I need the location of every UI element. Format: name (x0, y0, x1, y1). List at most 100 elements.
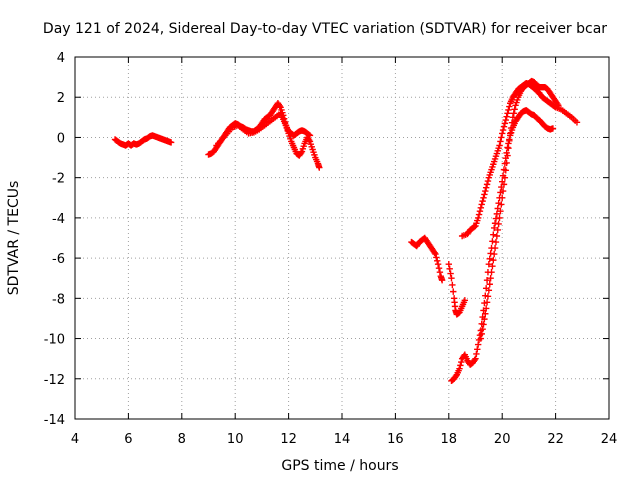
data-point (490, 224, 498, 232)
data-point (502, 116, 509, 124)
grid-lines (75, 57, 609, 419)
data-point (499, 194, 506, 201)
y-tick-label: -14 (44, 413, 65, 428)
data-point (482, 187, 489, 195)
data-point (481, 191, 488, 198)
x-tick-label: 12 (280, 432, 297, 447)
data-point (432, 250, 439, 258)
data-points (111, 77, 581, 384)
data-point (500, 123, 508, 130)
y-axis-label: SDTVAR / TECUs (6, 181, 22, 296)
data-point (450, 288, 457, 295)
data-point (499, 126, 507, 134)
data-point (490, 256, 497, 264)
series-arc-7 (458, 79, 581, 240)
data-point (471, 356, 478, 364)
data-point (483, 299, 491, 306)
x-tick-label: 20 (494, 432, 511, 447)
data-point (461, 297, 469, 304)
data-point (488, 268, 495, 276)
data-point (482, 310, 489, 317)
data-point (438, 277, 446, 284)
data-point (549, 125, 557, 132)
y-tick-label: -6 (52, 252, 65, 267)
data-point (474, 346, 481, 353)
data-point (554, 100, 561, 108)
data-point (482, 184, 490, 191)
y-tick-label: -12 (44, 373, 65, 388)
data-point (486, 255, 493, 262)
data-point (449, 281, 456, 289)
x-tick-label: 16 (387, 432, 404, 447)
data-point (434, 257, 441, 264)
data-point (473, 350, 480, 358)
plot-frame (74, 56, 610, 420)
data-point (510, 110, 517, 117)
data-point (498, 134, 505, 141)
data-point (497, 207, 504, 215)
data-point (573, 119, 581, 126)
data-point (489, 262, 496, 270)
data-point (477, 335, 485, 342)
data-point (434, 260, 442, 268)
data-point (305, 136, 313, 144)
data-point (447, 270, 454, 277)
data-point (511, 106, 518, 113)
data-point (508, 119, 516, 126)
data-point (507, 130, 514, 137)
data-point (472, 355, 479, 362)
data-point (276, 102, 283, 110)
y-tick-label: 0 (57, 131, 65, 146)
data-point (504, 152, 511, 159)
data-point (495, 220, 502, 228)
data-point (431, 249, 438, 256)
data-point (500, 181, 508, 188)
x-tick-label: 4 (71, 432, 79, 447)
data-point (506, 137, 513, 144)
x-tick-label: 24 (601, 432, 618, 447)
data-point (458, 358, 465, 366)
data-point (478, 330, 485, 338)
data-point (446, 265, 453, 273)
x-tick-label: 6 (124, 432, 132, 447)
data-point (505, 106, 512, 114)
data-point (506, 103, 513, 110)
series-arc-3 (213, 110, 314, 149)
y-tick-label: 4 (57, 51, 65, 66)
y-tick-label: -4 (52, 212, 65, 227)
series-arc-1 (111, 132, 175, 149)
x-tick-label: 22 (547, 432, 564, 447)
data-point (499, 130, 506, 137)
data-point (487, 275, 494, 282)
y-tick-label: 2 (57, 91, 65, 106)
series-arc-4 (408, 234, 446, 284)
x-tick-label: 14 (334, 432, 351, 447)
data-point (555, 102, 562, 109)
data-point (501, 174, 509, 181)
data-point (475, 211, 483, 218)
data-point (490, 250, 498, 258)
data-point (477, 204, 485, 212)
data-point (484, 293, 492, 300)
data-point (504, 110, 511, 117)
x-axis-label: GPS time / hours (281, 458, 398, 474)
data-point (480, 194, 487, 201)
y-tick-label: -8 (52, 292, 65, 307)
x-tick-label: 8 (178, 432, 186, 447)
data-point (457, 362, 464, 369)
data-point (456, 365, 463, 372)
data-point (496, 142, 503, 149)
data-point (494, 226, 501, 234)
data-point (482, 305, 490, 312)
data-point (485, 287, 493, 294)
data-point (505, 144, 512, 152)
y-tick-label: -2 (52, 172, 65, 187)
data-point (499, 187, 507, 195)
series-arc-8 (477, 77, 562, 342)
data-point (297, 149, 305, 157)
data-point (484, 177, 492, 185)
data-point (503, 159, 510, 167)
data-point (316, 164, 323, 171)
data-point (507, 124, 515, 132)
